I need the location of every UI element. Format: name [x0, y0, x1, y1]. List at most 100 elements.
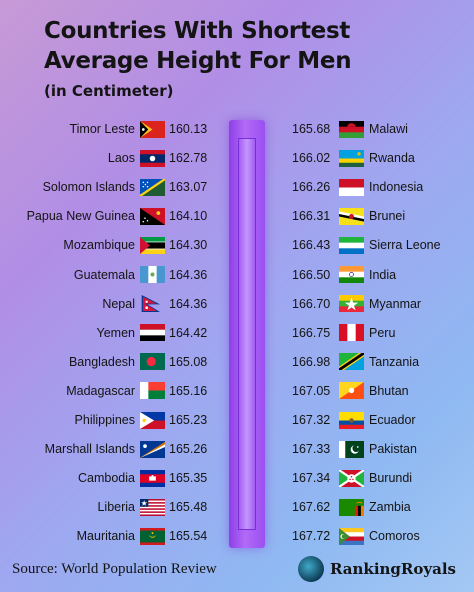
height-ruler-icon — [229, 120, 265, 548]
flag-sierra-leone-icon — [339, 236, 364, 254]
title-line-2: Average Height For Men — [44, 48, 352, 74]
flag-malawi-icon — [339, 120, 364, 138]
globe-logo-icon — [298, 556, 324, 582]
country-name: Papua New Guinea — [26, 209, 135, 224]
table-row: 166.75 Peru — [292, 322, 467, 344]
height-value: 165.23 — [169, 413, 208, 427]
flag-comoros-icon — [339, 527, 364, 545]
table-row: Timor Leste 160.13 — [0, 118, 216, 140]
height-value: 165.54 — [169, 529, 208, 544]
height-value: 167.72 — [292, 529, 331, 544]
height-value: 164.30 — [169, 238, 208, 253]
country-name: India — [369, 267, 397, 282]
height-value: 166.43 — [292, 238, 331, 253]
country-name: Sierra Leone — [369, 238, 441, 253]
height-value: 167.34 — [292, 471, 331, 486]
country-name: Yemen — [96, 325, 135, 340]
flag-papua-new-guinea-icon — [140, 207, 165, 225]
country-name: Tanzania — [369, 354, 420, 369]
flag-marshall-islands-icon — [140, 440, 165, 458]
height-value: 166.75 — [292, 325, 331, 340]
flag-laos-icon — [140, 149, 165, 167]
height-value: 164.10 — [169, 209, 208, 224]
country-name: Philippines — [74, 413, 135, 427]
height-value: 165.68 — [292, 122, 331, 136]
country-name: Guatemala — [73, 267, 135, 282]
title-line-1: Countries With Shortest — [44, 18, 351, 44]
height-value: 166.26 — [292, 180, 331, 195]
height-value: 165.26 — [169, 442, 208, 457]
flag-nepal-icon — [141, 295, 160, 313]
flag-ecuador-icon — [339, 411, 364, 429]
table-row: 166.98 Tanzania — [292, 351, 467, 373]
country-name: Zambia — [369, 500, 411, 515]
table-row: 166.43 Sierra Leone — [292, 234, 467, 256]
table-row: Laos 162.78 — [0, 147, 216, 169]
country-name: Bangladesh — [68, 354, 135, 369]
table-row: Guatemala 164.36 — [0, 264, 216, 286]
height-value: 160.13 — [169, 122, 208, 136]
table-row: 167.32 Ecuador — [292, 409, 467, 431]
table-row: Nepal 164.36 — [0, 293, 216, 315]
table-row: 167.34 Burundi — [292, 467, 467, 489]
table-row: 166.70 Myanmar — [292, 293, 467, 315]
height-value: 166.31 — [292, 209, 331, 224]
country-name: Indonesia — [369, 180, 424, 195]
height-value: 167.32 — [292, 413, 331, 427]
country-name: Ecuador — [369, 413, 416, 427]
height-value: 165.35 — [169, 471, 208, 486]
country-name: Madagascar — [66, 383, 135, 398]
country-name: Solomon Islands — [42, 180, 135, 195]
flag-bangladesh-icon — [140, 353, 165, 371]
source-note: Source: World Population Review — [12, 561, 217, 577]
table-row: 167.05 Bhutan — [292, 380, 467, 402]
table-row: Solomon Islands 163.07 — [0, 176, 216, 198]
height-value: 164.42 — [169, 325, 208, 340]
country-name: Myanmar — [369, 296, 422, 311]
height-value: 164.36 — [169, 267, 208, 282]
country-name: Mauritania — [76, 529, 135, 544]
chart-subtitle: (in Centimeter) — [44, 82, 174, 100]
table-row: 167.62 Zambia — [292, 496, 467, 518]
height-value: 166.70 — [292, 296, 331, 311]
brand: RankingRoyals — [298, 556, 456, 582]
country-name: Burundi — [369, 471, 413, 486]
height-value: 167.33 — [292, 442, 331, 457]
flag-guatemala-icon — [140, 266, 165, 283]
height-value: 164.36 — [169, 296, 208, 311]
height-value: 162.78 — [169, 151, 208, 166]
height-value: 166.50 — [292, 267, 331, 282]
height-value: 165.16 — [169, 383, 208, 398]
flag-peru-icon — [339, 324, 364, 342]
country-name: Laos — [107, 151, 135, 166]
country-name: Comoros — [369, 529, 420, 544]
table-row: Madagascar 165.16 — [0, 380, 216, 402]
height-value: 167.05 — [292, 383, 331, 398]
brand-name: RankingRoyals — [330, 560, 456, 578]
table-row: Cambodia 165.35 — [0, 467, 216, 489]
flag-liberia-icon — [140, 498, 165, 516]
table-row: Bangladesh 165.08 — [0, 351, 216, 373]
flag-brunei-icon — [339, 207, 364, 225]
country-name: Nepal — [102, 296, 135, 311]
table-row: Yemen 164.42 — [0, 322, 216, 344]
flag-burundi-icon — [339, 469, 364, 487]
country-name: Rwanda — [369, 151, 415, 166]
table-row: 166.31 Brunei — [292, 205, 467, 227]
flag-myanmar-icon — [339, 295, 364, 313]
flag-rwanda-icon — [339, 149, 364, 167]
flag-india-icon — [339, 266, 364, 283]
country-name: Brunei — [369, 209, 406, 224]
height-value: 166.02 — [292, 151, 331, 166]
flag-madagascar-icon — [140, 382, 165, 400]
flag-pakistan-icon — [339, 440, 364, 458]
table-row: 165.68 Malawi — [292, 118, 467, 140]
country-name: Peru — [369, 325, 396, 340]
table-row: Marshall Islands 165.26 — [0, 438, 216, 460]
flag-bhutan-icon — [339, 382, 364, 400]
flag-cambodia-icon — [140, 469, 165, 487]
ruler-inner-bar — [238, 138, 256, 530]
country-name: Liberia — [97, 500, 135, 515]
chart-title: Countries With Shortest Average Height F… — [44, 16, 352, 76]
table-row: Philippines 165.23 — [0, 409, 216, 431]
